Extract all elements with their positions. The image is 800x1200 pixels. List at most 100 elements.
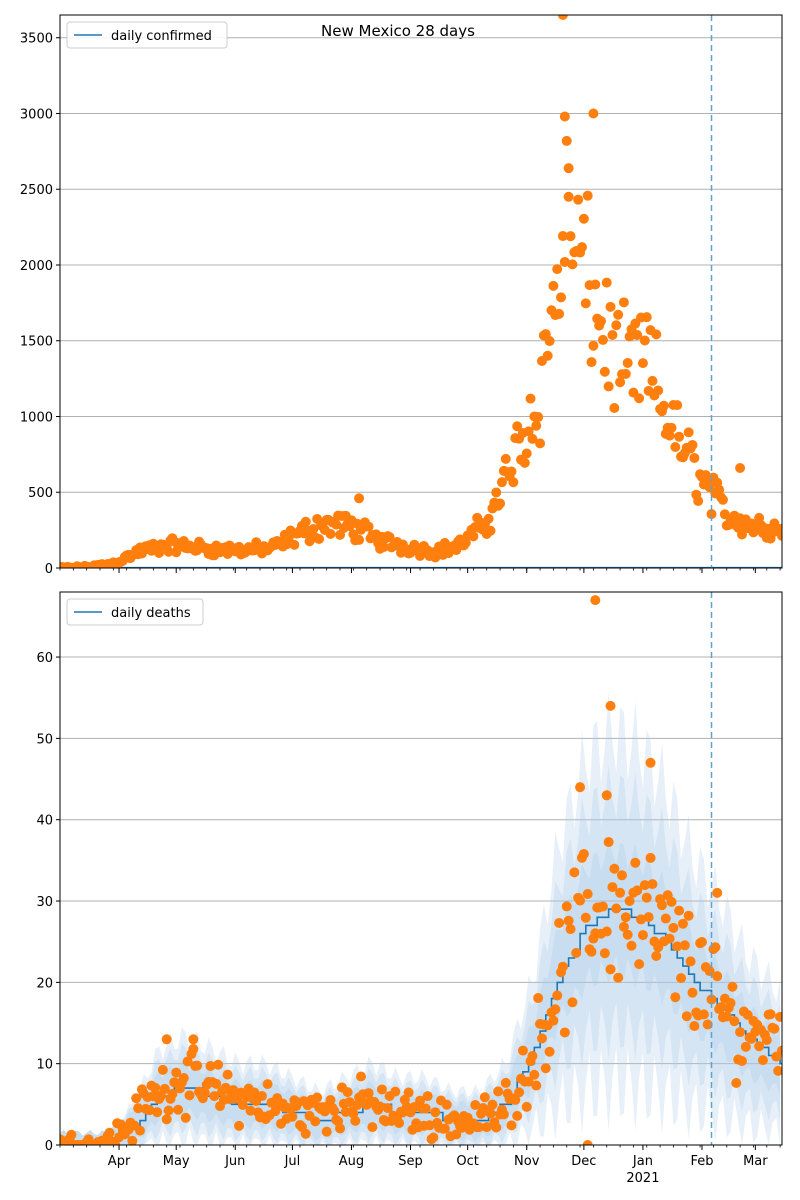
data-point <box>287 1111 298 1122</box>
data-point <box>666 422 677 433</box>
data-point <box>557 961 568 972</box>
data-point <box>535 438 546 449</box>
x-tick-label: Oct <box>456 1154 478 1169</box>
data-point <box>605 700 616 711</box>
data-point <box>485 525 496 536</box>
data-point <box>607 882 618 893</box>
figure-title: New Mexico 28 days <box>321 22 475 40</box>
data-point <box>167 1088 178 1099</box>
data-point <box>575 782 586 793</box>
data-point <box>700 470 711 481</box>
data-point <box>613 972 624 983</box>
data-point <box>506 1120 517 1131</box>
data-point <box>634 959 645 970</box>
data-point <box>569 867 580 878</box>
data-point <box>712 971 723 982</box>
data-point <box>375 1101 386 1112</box>
data-point <box>519 457 530 468</box>
data-point <box>609 402 620 413</box>
data-point <box>710 942 721 953</box>
data-point <box>714 484 725 495</box>
data-point <box>706 509 717 520</box>
y-tick-label: 500 <box>28 486 53 501</box>
data-point <box>331 519 342 530</box>
data-point <box>533 993 544 1004</box>
data-point <box>731 1077 742 1088</box>
data-point <box>607 330 618 341</box>
data-point <box>603 837 614 848</box>
data-point <box>384 532 395 543</box>
data-point <box>664 933 675 944</box>
data-point <box>335 1123 346 1134</box>
data-point <box>651 329 662 340</box>
data-point <box>624 896 635 907</box>
data-point <box>135 1125 146 1136</box>
data-point <box>761 1035 772 1046</box>
data-point <box>609 863 620 874</box>
data-point <box>725 998 736 1009</box>
data-point <box>378 541 389 552</box>
deaths-panel: 0 10 20 30 40 50 60 Apr May Jun Jul Aug Sep Oct Nov Dec… <box>36 591 783 1186</box>
data-point <box>354 493 365 504</box>
data-point <box>342 1087 353 1098</box>
data-point <box>512 421 523 432</box>
data-point <box>548 1015 559 1026</box>
data-point <box>557 231 568 242</box>
data-point <box>485 1108 496 1119</box>
data-point <box>611 320 622 331</box>
data-point <box>721 1011 732 1022</box>
data-point <box>685 956 696 967</box>
data-point <box>687 439 698 450</box>
data-point <box>561 901 572 912</box>
data-point <box>523 426 534 437</box>
x-tick-label: Feb <box>690 1154 713 1169</box>
data-point <box>702 1019 713 1030</box>
data-point <box>308 524 319 535</box>
data-point <box>531 1080 542 1091</box>
data-point <box>517 1045 528 1056</box>
data-point <box>211 1078 222 1089</box>
x-tick-label: Jun <box>224 1154 245 1169</box>
data-point <box>548 280 559 291</box>
data-point <box>586 357 597 368</box>
data-point <box>578 848 589 859</box>
data-point <box>483 513 494 524</box>
data-point <box>637 930 648 941</box>
data-point <box>647 879 658 890</box>
data-point <box>620 912 631 923</box>
data-point <box>289 539 300 550</box>
data-point <box>636 914 647 925</box>
data-point <box>615 887 626 898</box>
data-point <box>559 1027 570 1038</box>
data-point <box>409 1102 420 1113</box>
data-point <box>559 256 570 267</box>
data-point <box>681 1011 692 1022</box>
confirmed-panel: 0 500 1000 1500 2000 2500 3000 3500 daily confir… <box>20 14 783 577</box>
data-point <box>352 1100 363 1111</box>
data-point <box>312 1092 323 1103</box>
data-point <box>575 895 586 906</box>
data-point <box>596 316 607 327</box>
data-point <box>674 431 685 442</box>
data-point <box>565 231 576 242</box>
data-point <box>500 453 511 464</box>
data-point <box>506 466 517 477</box>
data-point <box>300 516 311 527</box>
data-point <box>205 1061 216 1072</box>
y-tick-label: 2000 <box>20 259 53 274</box>
data-point <box>605 964 616 975</box>
data-point <box>754 1041 765 1052</box>
data-point <box>152 1107 163 1118</box>
data-point <box>689 452 700 463</box>
legend-box <box>66 598 204 626</box>
data-point <box>234 1120 245 1131</box>
x-tick-label: Apr <box>108 1154 131 1169</box>
x-tick-label: Aug <box>339 1154 364 1169</box>
data-point <box>689 1021 700 1032</box>
data-point <box>735 1027 746 1038</box>
data-point <box>180 1112 191 1123</box>
data-point <box>672 941 683 952</box>
data-point <box>363 521 374 532</box>
data-point <box>163 546 174 557</box>
data-point <box>712 887 723 898</box>
